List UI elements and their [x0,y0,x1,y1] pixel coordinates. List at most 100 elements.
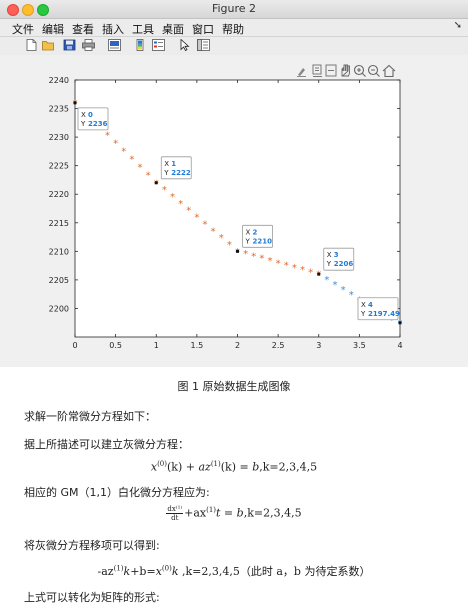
edit-plot-icon[interactable] [178,39,191,51]
menu-help[interactable]: 帮助 [222,23,244,36]
property-inspector-icon[interactable] [197,39,210,51]
datatip-marker[interactable] [154,181,158,185]
data-point[interactable]: * [300,265,305,276]
data-point[interactable]: * [341,285,346,296]
paragraph-5: 上式可以转化为矩阵的形式: [24,591,160,604]
data-point[interactable]: * [170,192,175,203]
datatip-box[interactable] [242,224,273,248]
data-point[interactable]: * [389,315,394,326]
data-point[interactable]: * [259,254,264,265]
datatip-marker[interactable] [236,249,239,253]
data-point[interactable]: * [276,258,281,269]
eq1-sup0: (0) [157,460,167,468]
eq2-sup: (1) [206,505,217,514]
menu-view[interactable]: 查看 [72,23,94,36]
print-icon[interactable] [82,39,95,51]
datatip-box[interactable] [77,107,109,131]
datatip-y-value: 2206 [334,260,354,268]
data-point[interactable]: * [243,249,248,260]
insert-colorbar-icon[interactable] [134,39,147,51]
data-point[interactable]: * [308,267,313,278]
open-file-icon[interactable] [42,39,55,51]
data-point[interactable]: * [203,219,208,230]
export-icon[interactable] [325,64,337,77]
new-figure-icon[interactable] [25,39,38,51]
eq1-rest: ,k=2,3,4,5 [259,460,318,474]
zoom-out-icon[interactable] [367,64,380,77]
zoom-in-icon[interactable] [353,64,366,77]
menu-insert[interactable]: 插入 [102,23,124,36]
x-tick-label: 2 [235,341,240,350]
datatip-x-value: 3 [334,251,339,259]
brush-icon[interactable] [297,68,306,77]
y-tick-label: 2240 [49,76,69,85]
datatip-marker[interactable] [398,321,402,325]
figure-window: Figure 2 文件 编辑 查看 插入 工具 桌面 窗口 帮助 ➘ [0,0,468,367]
data-point[interactable]: * [324,275,329,286]
insert-legend-icon[interactable] [152,39,165,51]
eq3-sup1: (1) [113,564,124,573]
data-point[interactable]: * [129,154,134,165]
data-point[interactable]: * [138,162,143,173]
menu-edit[interactable]: 编辑 [42,23,64,36]
datatip-box[interactable] [323,247,355,271]
datatip-y-value: 2210 [253,237,273,245]
data-point[interactable]: * [211,226,216,237]
close-window-button[interactable] [7,4,19,16]
figure-toolbar [0,37,468,54]
data-point[interactable]: * [333,280,338,291]
eq2-fraction: dx⁽¹⁾ dt [166,505,184,522]
zoom-window-button[interactable] [37,4,49,16]
datatip-x-value: 4 [368,301,373,309]
menu-desktop[interactable]: 桌面 [162,23,184,36]
paragraph-3: 相应的 GM（1,1）白化微分方程应为: [24,486,210,499]
data-point[interactable]: * [251,251,256,262]
data-point[interactable]: * [162,185,167,196]
menu-expander-icon[interactable]: ➘ [453,20,462,31]
data-point[interactable]: * [268,256,273,267]
eq3-x: x [155,565,162,578]
data-point[interactable]: * [186,206,191,217]
datatip-box[interactable] [357,297,399,321]
data-point[interactable]: * [219,233,224,244]
datatip-x-label: X [81,111,86,119]
menu-window[interactable]: 窗口 [192,23,214,36]
data-point[interactable]: * [105,130,110,141]
y-tick-label: 2200 [49,304,69,313]
y-tick-label: 2235 [49,105,69,114]
minimize-window-button[interactable] [22,4,34,16]
eq2-b: b [236,506,244,520]
equation-rearranged: -az(1)k+b=x(0)k ,k=2,3,4,5（此时 a，b 为待定系数） [0,563,468,579]
save-icon[interactable] [63,39,76,51]
pan-icon[interactable] [341,64,350,77]
datatip-marker[interactable] [73,101,77,105]
data-point[interactable]: * [146,170,151,181]
menu-file[interactable]: 文件 [12,23,34,36]
data-point[interactable]: * [113,138,118,149]
data-tips-icon[interactable] [312,64,322,77]
axes-toolbar [297,64,396,78]
eq3-k2: k [171,565,179,578]
data-point[interactable]: * [227,240,232,251]
menu-tools[interactable]: 工具 [132,23,154,36]
eq2-denominator: dt [171,514,179,522]
datatip-marker[interactable] [317,272,321,276]
data-point[interactable]: * [292,263,297,274]
datatip-y-label: Y [360,310,366,318]
datatip-x-value: 2 [253,228,258,236]
data-point[interactable]: * [194,213,199,224]
datatip-box[interactable] [160,156,192,180]
equation-whitening: dx⁽¹⁾ dt +ax(1)t = b,k=2,3,4,5 [0,505,468,522]
x-tick-label: 4 [397,341,402,350]
eq1-z: z [205,460,211,474]
eq1-sup1: (1) [210,460,221,468]
data-point[interactable]: * [178,199,183,210]
data-point[interactable]: * [349,290,354,301]
menu-bar: 文件 编辑 查看 插入 工具 桌面 窗口 帮助 ➘ [0,19,468,37]
data-point[interactable]: * [121,146,126,157]
home-icon[interactable] [382,64,396,78]
link-plot-icon[interactable] [108,39,121,51]
datatip-x-label: X [164,160,169,168]
data-point[interactable]: * [284,261,289,272]
